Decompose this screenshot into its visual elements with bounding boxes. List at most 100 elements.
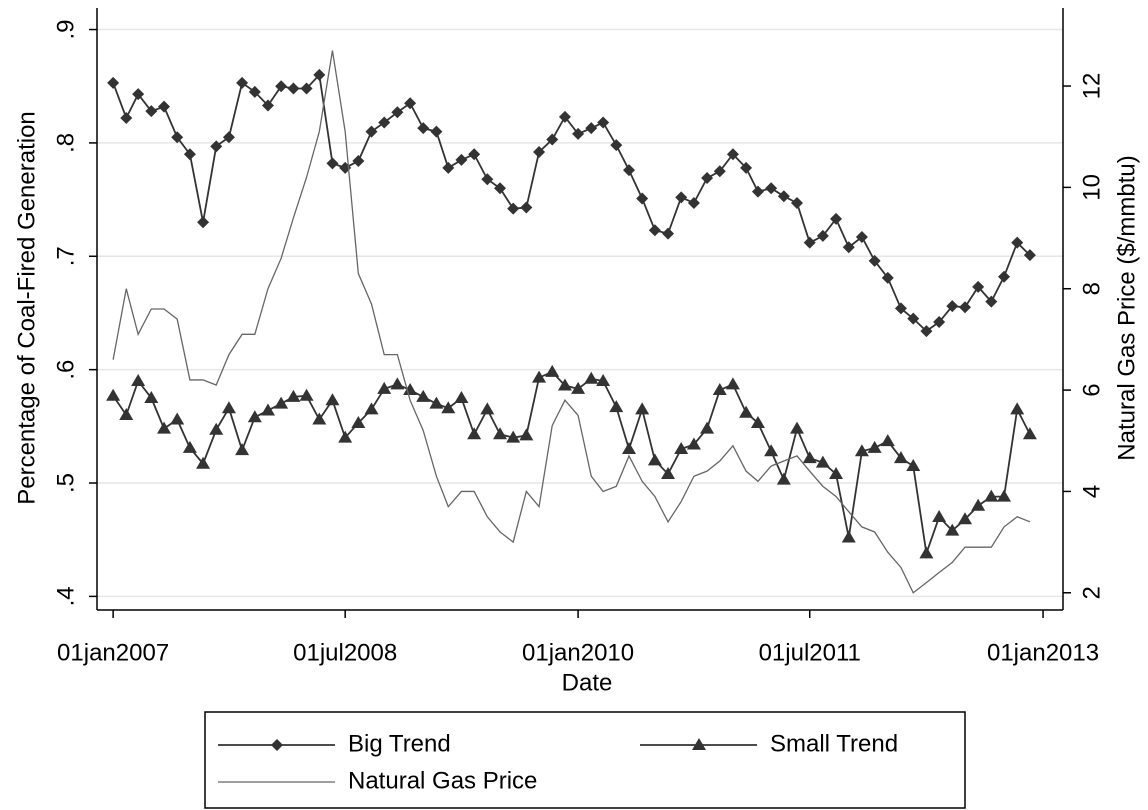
diamond-marker <box>352 155 365 168</box>
series-line <box>112 72 1031 333</box>
y2-tick-label: 8 <box>1078 282 1105 295</box>
diamond-marker <box>740 161 753 174</box>
triangle-marker <box>493 427 508 440</box>
diamond-marker <box>985 295 998 308</box>
diamond-marker <box>610 139 623 152</box>
y-tick-label: .6 <box>52 360 79 380</box>
diamond-marker <box>585 122 598 135</box>
diamond-marker <box>481 173 494 186</box>
triangle-marker <box>815 455 830 468</box>
y2-tick-label: 10 <box>1078 174 1105 201</box>
diamond-marker <box>726 148 739 161</box>
y2-axis-title: Natural Gas Price ($/mmbtu) <box>1113 155 1140 460</box>
triangle-marker <box>764 444 779 457</box>
triangle-marker <box>131 373 146 386</box>
triangle-marker <box>157 421 172 434</box>
triangle-marker <box>622 442 636 455</box>
triangle-marker <box>312 412 327 425</box>
y-tick-label: .7 <box>52 246 79 266</box>
diamond-marker <box>430 125 443 138</box>
triangle-marker <box>557 378 572 391</box>
triangle-marker <box>906 459 921 472</box>
diamond-marker <box>404 97 417 110</box>
triangle-marker <box>247 410 262 423</box>
triangle-marker <box>325 393 340 406</box>
diamond-marker <box>816 229 829 242</box>
x-tick-label: 01jan2010 <box>522 639 634 666</box>
diamond-marker <box>998 270 1011 283</box>
diamond-marker <box>171 131 184 144</box>
diamond-marker <box>920 325 933 338</box>
y2-tick-label: 2 <box>1078 586 1105 599</box>
diamond-marker <box>455 153 468 166</box>
diamond-marker <box>326 157 339 170</box>
triangle-marker <box>712 383 727 396</box>
triangle-marker <box>260 403 275 416</box>
triangle-marker <box>609 400 624 413</box>
diamond-marker <box>623 164 635 177</box>
diamond-marker <box>378 116 391 129</box>
triangle-marker <box>286 389 301 402</box>
diamond-marker <box>1011 236 1024 249</box>
diamond-marker <box>222 131 235 144</box>
y2-tick-label: 12 <box>1078 73 1105 100</box>
triangle-marker <box>351 415 366 428</box>
triangle-marker <box>209 422 224 435</box>
triangle-marker <box>750 415 765 428</box>
diamond-marker <box>197 216 210 229</box>
triangle-marker <box>776 472 791 485</box>
diamond-marker <box>662 227 675 240</box>
triangle-marker <box>454 390 469 403</box>
triangle-marker <box>661 466 676 479</box>
diamond-marker <box>546 133 559 146</box>
diamond-marker <box>946 300 959 313</box>
triangle-marker <box>692 738 706 750</box>
diamond-marker <box>1023 249 1036 262</box>
diamond-marker <box>675 191 688 204</box>
x-tick-label: 01jul2011 <box>759 639 861 666</box>
diamond-marker <box>881 271 894 284</box>
x-tick-label: 01jan2007 <box>57 639 169 666</box>
y-axis-title: Percentage of Coal-Fired Generation <box>13 111 40 505</box>
triangle-marker <box>519 428 534 441</box>
diamond-marker <box>803 236 816 249</box>
diamond-marker <box>494 182 507 195</box>
diamond-marker <box>210 140 223 153</box>
triangle-marker <box>338 430 353 443</box>
diamond-marker <box>855 231 868 244</box>
diamond-marker <box>894 302 907 315</box>
y-tick-label: .9 <box>52 20 79 40</box>
triangle-marker <box>596 373 611 386</box>
triangle-marker <box>182 440 197 453</box>
x-tick-label: 01jul2008 <box>293 639 397 666</box>
diamond-marker <box>713 165 726 178</box>
diamond-marker <box>648 224 661 237</box>
y2-tick-label: 4 <box>1078 485 1105 498</box>
diamond-marker <box>907 312 920 325</box>
triangle-marker <box>971 498 986 511</box>
legend-label: Natural Gas Price <box>348 767 537 794</box>
series-line <box>112 370 1031 554</box>
diamond-marker <box>132 88 145 101</box>
legend-label: Small Trend <box>770 730 898 757</box>
legend-box <box>204 711 966 809</box>
triangle-marker <box>196 456 211 469</box>
triangle-marker <box>880 434 895 447</box>
triangle-marker <box>647 453 662 466</box>
diamond-marker <box>533 145 546 158</box>
diamond-marker <box>248 85 261 98</box>
diamond-marker <box>572 127 585 140</box>
diamond-marker <box>507 202 520 215</box>
diamond-marker <box>636 192 649 205</box>
diamond-marker <box>777 190 790 203</box>
diamond-marker <box>791 196 803 209</box>
triangle-marker <box>532 370 547 383</box>
diamond-marker <box>145 105 158 118</box>
triangle-marker <box>221 401 236 414</box>
diamond-marker <box>417 122 430 135</box>
y-tick-label: .5 <box>52 473 79 493</box>
triangle-marker <box>235 443 250 456</box>
diamond-marker <box>687 196 700 209</box>
triangle-marker <box>1022 427 1037 440</box>
diamond-marker <box>275 80 288 93</box>
